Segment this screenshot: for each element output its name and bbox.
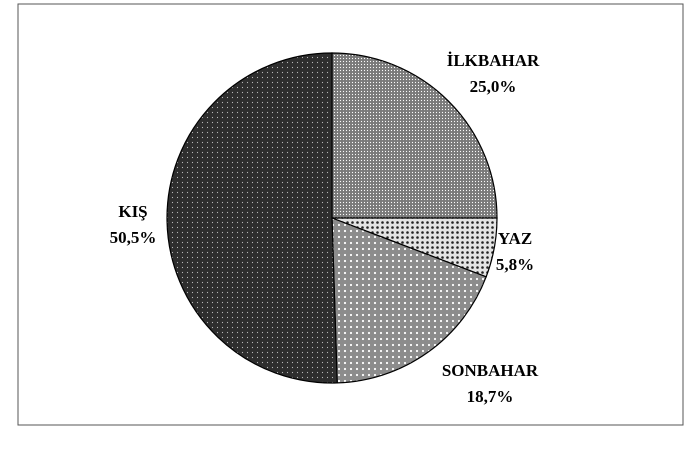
pie-slice [331, 52, 498, 219]
slice-label: YAZ [498, 229, 532, 248]
pie-slice [166, 52, 338, 384]
slice-value-label: 18,7% [467, 387, 514, 406]
slice-label: İLKBAHAR [447, 51, 540, 70]
slice-label: KIŞ [118, 202, 147, 221]
slice-label: SONBAHAR [442, 361, 539, 380]
frame [17, 3, 684, 426]
pie-slice [331, 217, 487, 384]
slice-value-label: 50,5% [110, 228, 157, 247]
slice-value-label: 5,8% [496, 255, 534, 274]
slice-value-label: 25,0% [470, 77, 517, 96]
